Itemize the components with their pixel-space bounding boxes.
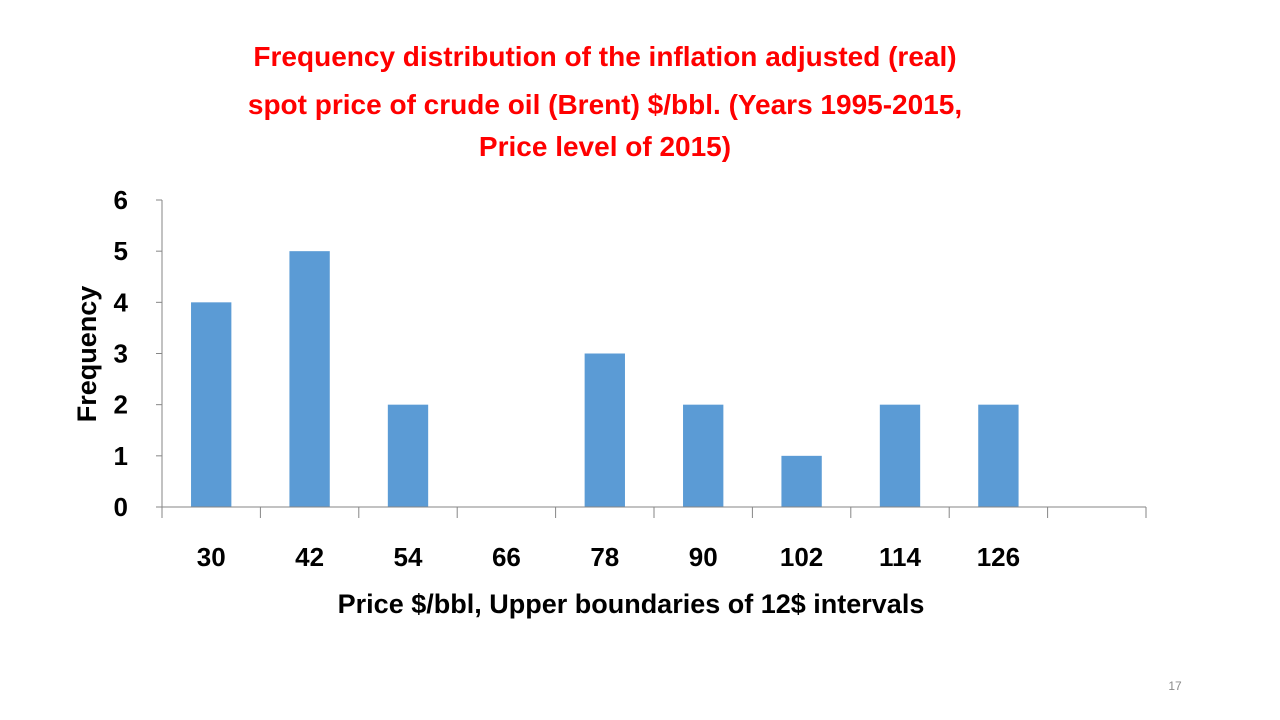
ticks-group: [156, 199, 1147, 518]
x-axis-title: Price $/bbl, Upper boundaries of 12$ int…: [338, 589, 925, 619]
bar-126: [978, 404, 1019, 507]
chart-title-line-2: spot price of crude oil (Brent) $/bbl. (…: [247, 89, 963, 120]
y-tick-label: 5: [114, 236, 128, 266]
x-category-label: 66: [492, 542, 521, 572]
y-tick-label: 4: [114, 287, 129, 317]
x-category-label: 30: [197, 542, 226, 572]
x-category-label: 114: [879, 542, 921, 572]
chart-title-line-1: Frequency distribution of the inflation …: [253, 41, 957, 72]
bar-90: [683, 404, 724, 507]
bar-114: [879, 404, 921, 507]
x-category-label: 54: [394, 542, 423, 572]
bar-30: [191, 302, 232, 507]
y-tick-label: 6: [114, 185, 128, 215]
bar-102: [781, 455, 822, 507]
y-tick-label: 3: [114, 339, 128, 369]
chart-title-line-3: Price level of 2015): [478, 131, 732, 162]
x-category-label: 42: [295, 542, 324, 572]
bar-42: [289, 251, 330, 507]
y-tick-label: 1: [114, 441, 128, 471]
y-tick-label: 0: [114, 492, 128, 522]
x-category-label: 78: [590, 542, 619, 572]
y-axis-title: Frequency: [72, 286, 102, 423]
page-number: 17: [1168, 679, 1182, 693]
bar-78: [584, 353, 625, 507]
labels-group: 0 1 2 3 4 5 6 30 42 54 66 78 90 102 114 126: [114, 185, 1021, 572]
x-category-label: 126: [977, 542, 1020, 572]
y-tick-label: 2: [114, 390, 128, 420]
x-category-label: 90: [689, 542, 718, 572]
bar-54: [387, 404, 429, 507]
bars-group: [191, 251, 1019, 507]
x-category-label: 102: [780, 542, 823, 572]
